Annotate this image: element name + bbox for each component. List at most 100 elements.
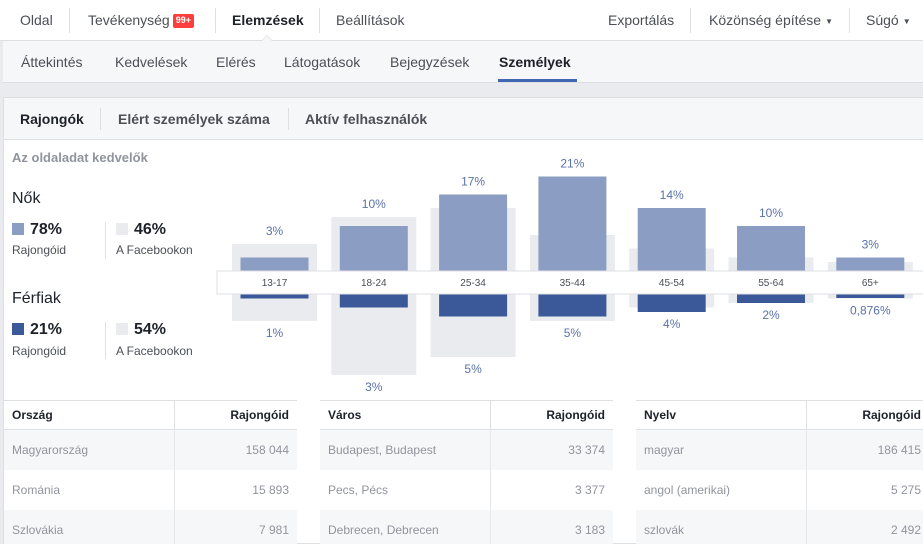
women-facebook-label: A Facebookon <box>116 243 193 257</box>
men-fans-bar <box>737 294 805 303</box>
city-name: Debrecen, Debrecen <box>328 523 439 537</box>
nav-divider <box>215 8 216 33</box>
column-divider <box>174 401 175 429</box>
fans-column-header[interactable]: Rajongóid <box>230 408 289 422</box>
column-divider <box>490 401 491 429</box>
fan-count: 2 492 <box>890 523 921 537</box>
men-facebook-stat: 54% <box>116 321 166 339</box>
table-row: Debrecen, Debrecen 3 183 <box>320 510 613 544</box>
women-fans-bar <box>439 194 508 271</box>
column-divider <box>806 510 807 544</box>
table-row: Pecs, Pécs 3 377 <box>320 470 613 510</box>
column-divider <box>806 430 807 470</box>
men-fans-bar <box>240 294 309 299</box>
nav-help[interactable]: Súgó ▼ <box>866 0 911 41</box>
tab-likes[interactable]: Kedvelések <box>115 54 188 70</box>
tab-your-fans[interactable]: Rajongók <box>20 111 84 127</box>
active-tab-underline <box>498 79 577 82</box>
country-name: Szlovákia <box>12 523 64 537</box>
age-axis-tick-label: 13-17 <box>262 278 288 289</box>
facebook-color-swatch <box>116 323 128 335</box>
fans-column-header[interactable]: Rajongóid <box>546 408 605 422</box>
nav-build-audience[interactable]: Közönség építése ▼ <box>709 0 833 41</box>
men-fans-bar <box>836 294 905 298</box>
women-value-label: 10% <box>759 206 783 220</box>
column-divider <box>174 470 175 510</box>
table-row: angol (amerikai) 5 275 <box>636 470 923 510</box>
women-title: Nők <box>12 190 41 207</box>
women-value-label: 3% <box>266 224 284 238</box>
women-color-swatch <box>12 223 24 235</box>
nav-activity[interactable]: Tevékenység 99+ <box>88 0 194 41</box>
nav-page-label: Oldal <box>20 12 53 28</box>
nav-export[interactable]: Exportálás <box>608 0 674 41</box>
tab-divider <box>100 108 101 130</box>
tab-people-reached[interactable]: Elért személyek száma <box>118 111 270 127</box>
women-fans-stat: 78% <box>12 221 62 239</box>
women-value-label: 14% <box>660 188 684 202</box>
age-axis-tick-label: 45-54 <box>659 278 685 289</box>
women-fans-bar <box>538 176 607 271</box>
language-column-header[interactable]: Nyelv <box>644 408 677 422</box>
men-facebook-pct: 54% <box>134 321 167 338</box>
men-value-label: 4% <box>663 317 681 331</box>
country-column-header[interactable]: Ország <box>12 408 53 422</box>
women-value-label: 21% <box>560 157 584 171</box>
table-row: magyar 186 415 <box>636 430 923 470</box>
facebook-color-swatch <box>116 223 128 235</box>
women-fans-bar <box>637 208 706 271</box>
tab-visits[interactable]: Látogatások <box>284 54 361 70</box>
men-fans-bar <box>439 294 508 317</box>
men-fans-bar <box>538 294 607 317</box>
caret-down-icon: ▼ <box>902 17 911 26</box>
column-divider <box>806 401 807 429</box>
tab-overview[interactable]: Áttekintés <box>21 54 83 70</box>
nav-divider <box>69 8 70 33</box>
fan-count: 5 275 <box>890 483 921 497</box>
nav-insights[interactable]: Elemzések <box>232 0 304 41</box>
nav-help-label: Súgó <box>866 12 899 28</box>
nav-settings-label: Beállítások <box>336 12 405 28</box>
section-title: Az oldaladat kedvelők <box>12 150 148 165</box>
men-value-label: 5% <box>464 362 482 376</box>
table-header: Nyelv Rajongóid <box>636 400 923 430</box>
legend-divider <box>105 322 106 359</box>
fan-count: 3 377 <box>574 483 605 497</box>
women-fans-bar <box>339 226 408 271</box>
women-fans-label: Rajongóid <box>12 243 67 257</box>
city-name: Pecs, Pécs <box>328 483 389 497</box>
fan-count: 15 893 <box>252 483 289 497</box>
fan-count: 3 183 <box>574 523 605 537</box>
city-column-header[interactable]: Város <box>328 408 362 422</box>
nav-activity-label: Tevékenység <box>88 12 170 28</box>
column-divider <box>174 430 175 470</box>
nav-settings[interactable]: Beállítások <box>336 0 404 41</box>
language-name: magyar <box>644 443 685 457</box>
language-name: angol (amerikai) <box>644 483 731 497</box>
people-tabs: Rajongók Elért személyek száma Aktív fel… <box>4 98 923 140</box>
tab-people-engaged[interactable]: Aktív felhasználók <box>305 111 428 127</box>
women-fans-bar <box>836 257 905 271</box>
men-value-label: 0,876% <box>850 304 891 318</box>
table-row: Szlovákia 7 981 <box>4 510 297 544</box>
table-header: Város Rajongóid <box>320 400 613 430</box>
country-name: Magyarország <box>12 443 89 457</box>
column-divider <box>806 470 807 510</box>
tab-people[interactable]: Személyek <box>499 54 571 70</box>
column-divider <box>490 470 491 510</box>
tab-divider <box>288 108 289 130</box>
fans-column-header[interactable]: Rajongóid <box>862 408 921 422</box>
women-facebook-pct: 46% <box>134 221 167 238</box>
table-row: Románia 15 893 <box>4 470 297 510</box>
tab-reach[interactable]: Elérés <box>216 54 256 70</box>
men-color-swatch <box>12 323 24 335</box>
age-axis-tick-label: 18-24 <box>361 278 387 289</box>
age-axis-tick-label: 55-64 <box>758 278 784 289</box>
age-axis-tick-label: 25-34 <box>460 278 486 289</box>
women-value-label: 3% <box>862 238 880 252</box>
men-value-label: 3% <box>365 380 383 394</box>
tab-posts[interactable]: Bejegyzések <box>390 54 470 70</box>
fan-count: 186 415 <box>877 443 921 457</box>
table-row: Budapest, Budapest 33 374 <box>320 430 613 470</box>
nav-page[interactable]: Oldal <box>20 0 53 41</box>
